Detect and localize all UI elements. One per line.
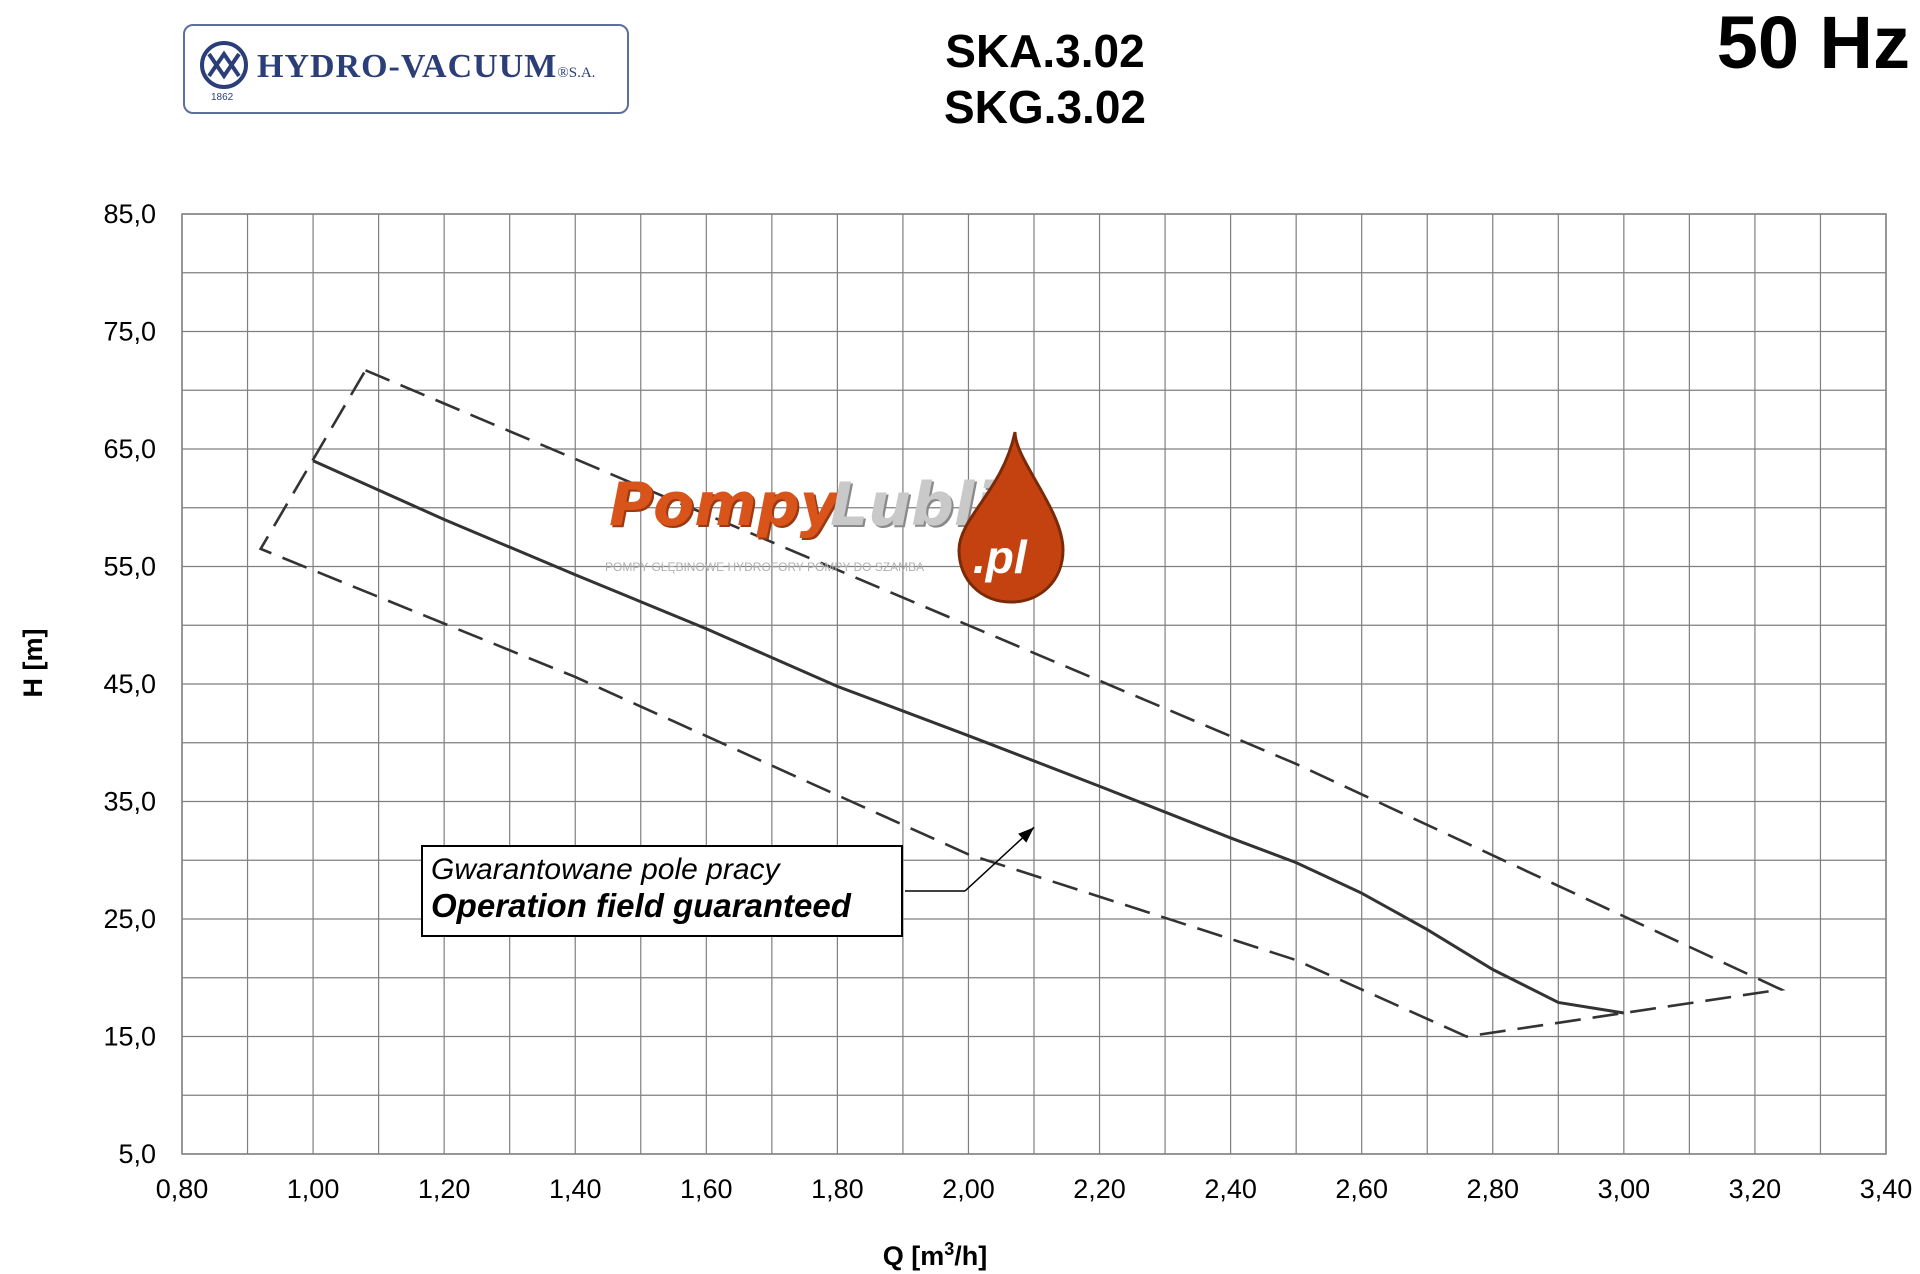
logo-suffix: ®S.A. bbox=[557, 65, 596, 81]
x-tick-label: 3,40 bbox=[1860, 1174, 1913, 1204]
x-axis-label: Q [m3/h] bbox=[883, 1239, 988, 1271]
chart-series bbox=[258, 369, 1786, 1038]
y-tick-label: 85,0 bbox=[103, 199, 156, 229]
x-tick-labels: 0,80 1,00 1,20 1,40 1,60 1,80 2,00 2,20 2,40 2,60… bbox=[156, 1174, 1913, 1204]
operation-field-boundary bbox=[258, 369, 1786, 1038]
watermark-tagline: POMPY GŁĘBINOWE HYDROFORY POMPY DO SZAMB… bbox=[605, 560, 925, 574]
model-code-primary: SKA.3.02 bbox=[945, 25, 1145, 77]
annotation-arrowhead bbox=[1018, 827, 1034, 843]
x-tick-label: 3,20 bbox=[1729, 1174, 1782, 1204]
x-tick-label: 1,40 bbox=[549, 1174, 602, 1204]
logo-year: 1862 bbox=[211, 92, 234, 103]
x-tick-label: 1,20 bbox=[418, 1174, 471, 1204]
chart-grid bbox=[181, 213, 1887, 1155]
note-text-english: Operation field guaranteed bbox=[431, 887, 851, 924]
y-tick-label: 5,0 bbox=[118, 1139, 156, 1169]
x-tick-label: 2,60 bbox=[1335, 1174, 1388, 1204]
model-code-secondary: SKG.3.02 bbox=[944, 81, 1146, 133]
x-tick-label: 1,80 bbox=[811, 1174, 864, 1204]
watermark-word-pompy: Pompy bbox=[609, 470, 839, 540]
y-tick-label: 25,0 bbox=[103, 904, 156, 934]
y-tick-label: 65,0 bbox=[103, 434, 156, 464]
y-axis-label: H [m] bbox=[18, 629, 48, 698]
x-tick-label: 3,00 bbox=[1598, 1174, 1651, 1204]
plot-frame bbox=[181, 213, 1887, 1155]
x-tick-label: 2,00 bbox=[942, 1174, 995, 1204]
logo-wordmark: HYDRO-VACUUM®S.A. bbox=[257, 48, 596, 85]
x-tick-label: 2,80 bbox=[1466, 1174, 1519, 1204]
oil-drop-icon bbox=[957, 431, 1065, 604]
frequency-label: 50 Hz bbox=[1716, 1, 1910, 84]
pump-curve-line bbox=[312, 459, 1625, 1015]
pompylublin-watermark: Pompy Lublin .pl POMPY GŁĘBINOWE HYDROFO… bbox=[605, 430, 1075, 606]
hydro-vacuum-logo: HYDRO-VACUUM®S.A. 1862 bbox=[183, 24, 629, 114]
x-tick-label: 1,00 bbox=[287, 1174, 340, 1204]
watermark-domain: .pl bbox=[973, 531, 1027, 583]
company-emblem-icon bbox=[200, 41, 248, 89]
y-tick-label: 55,0 bbox=[103, 552, 156, 582]
note-text-polish: Gwarantowane pole pracy bbox=[431, 853, 780, 886]
y-tick-label: 15,0 bbox=[103, 1022, 156, 1052]
x-tick-label: 2,40 bbox=[1204, 1174, 1257, 1204]
x-tick-label: 2,20 bbox=[1073, 1174, 1126, 1204]
y-tick-label: 35,0 bbox=[103, 787, 156, 817]
y-tick-label: 45,0 bbox=[103, 669, 156, 699]
x-tick-label: 0,80 bbox=[156, 1174, 209, 1204]
operation-field-note: Gwarantowane pole pracy Operation field … bbox=[421, 845, 903, 937]
x-tick-label: 1,60 bbox=[680, 1174, 733, 1204]
y-tick-labels: 5,0 15,0 25,0 35,0 45,0 55,0 65,0 75,0 85,0 bbox=[103, 199, 156, 1169]
y-tick-label: 75,0 bbox=[103, 317, 156, 347]
